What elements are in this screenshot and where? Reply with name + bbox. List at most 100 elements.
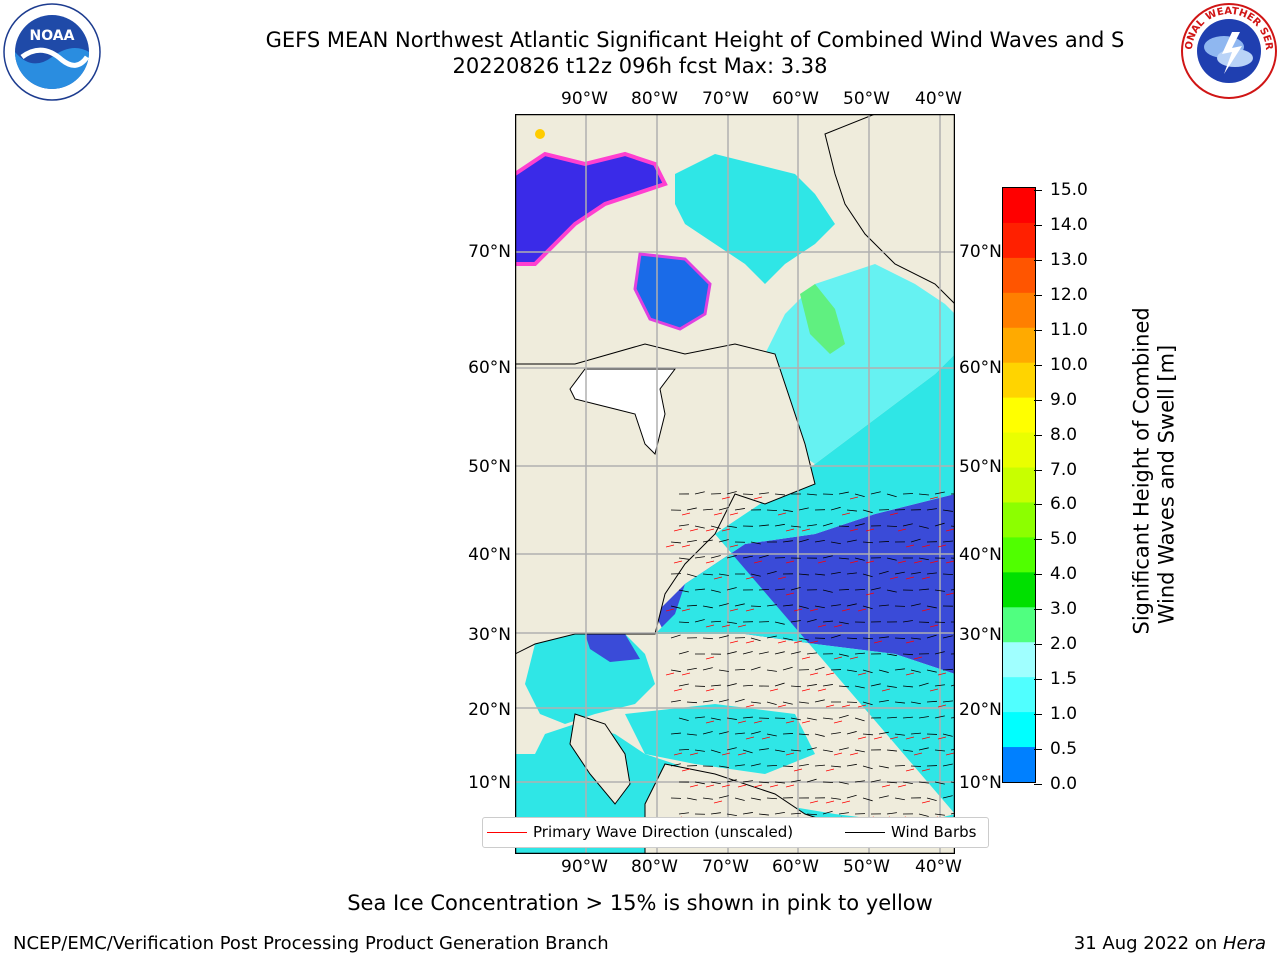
wave-direction-arrow <box>729 512 739 516</box>
wind-barb <box>830 571 841 575</box>
wind-barb <box>878 731 889 735</box>
wave-direction-arrow <box>705 528 715 532</box>
wind-barb <box>806 747 817 751</box>
wind-barb <box>918 813 929 817</box>
wind-barb <box>902 523 913 527</box>
wave-direction-arrow <box>913 656 923 660</box>
wave-direction-arrow <box>681 768 691 772</box>
colorbar-segment <box>1003 292 1035 329</box>
ocean-cyan <box>515 354 955 854</box>
wind-barb <box>886 749 897 752</box>
map-legend: Primary Wave Direction (unscaled) Wind B… <box>482 817 989 848</box>
lat-label-left-50n: 50°N <box>468 457 511 477</box>
wind-barb <box>670 732 681 735</box>
wind-barb <box>814 764 825 767</box>
wave-direction-arrow <box>745 640 755 644</box>
wave-direction-arrow <box>713 576 723 580</box>
wave-direction-arrow <box>673 560 683 564</box>
wave-direction-arrow <box>793 608 803 612</box>
colorbar-tick-label: 12.0 <box>1050 284 1088 305</box>
wind-barb <box>886 525 898 527</box>
lon-label-top-70w: 70°W <box>702 89 749 109</box>
map-panel[interactable] <box>514 113 956 855</box>
wind-barb <box>734 797 745 801</box>
colorbar-label-line-1: Significant Height of Combined <box>1129 307 1154 635</box>
wind-barb <box>862 669 873 674</box>
wind-barb <box>782 765 794 767</box>
wind-barb <box>846 539 857 543</box>
wave-direction-arrow <box>729 640 739 644</box>
wind-barb <box>838 557 849 560</box>
wind-barb <box>918 493 929 496</box>
wind-barb <box>934 621 946 623</box>
wave-direction-arrow <box>865 592 875 596</box>
wave-direction-arrow <box>841 512 851 516</box>
wind-barb <box>742 493 754 495</box>
wave-direction-arrow <box>809 640 819 644</box>
wave-direction-arrow <box>665 672 675 676</box>
wind-barb <box>878 765 889 769</box>
wave-direction-arrow <box>921 544 931 548</box>
wind-barb <box>870 491 881 495</box>
wind-barb <box>886 557 897 561</box>
wind-barb <box>806 813 818 816</box>
colorbar-tick-label: 9.0 <box>1050 389 1078 410</box>
nws-logo: NATIONAL WEATHER SERVICE <box>1176 0 1278 100</box>
wind-barb <box>870 779 881 783</box>
wind-barb <box>862 509 873 514</box>
colorbar-tick-mark <box>1034 574 1042 576</box>
wind-barb <box>886 781 897 784</box>
wind-barb <box>926 797 937 802</box>
wind-barb <box>710 525 721 529</box>
wind-barb <box>766 733 777 737</box>
wind-barb <box>710 717 721 721</box>
colorbar-segment <box>1003 677 1035 713</box>
wind-barb <box>838 747 849 751</box>
colorbar-tick-label: 8.0 <box>1050 424 1078 445</box>
wind-barb <box>878 541 890 543</box>
wind-barb <box>926 634 937 639</box>
wave-direction-arrow <box>681 608 691 612</box>
wave-direction-arrow <box>801 720 811 724</box>
wind-barb <box>934 491 945 495</box>
wind-barb <box>918 747 929 751</box>
wind-barb <box>846 794 857 799</box>
wave-direction-arrow <box>705 784 715 788</box>
wind-barb <box>950 748 955 751</box>
wind-barb <box>702 700 713 703</box>
wave-direction-arrow <box>857 704 867 708</box>
wind-barb <box>686 733 697 736</box>
lon-label-top-40w: 40°W <box>915 89 962 109</box>
wave-height-map[interactable] <box>514 113 956 855</box>
wind-barb <box>822 749 833 753</box>
wave-direction-arrow <box>737 752 747 756</box>
wind-barb <box>902 781 913 785</box>
lon-label-bottom-90w: 90°W <box>561 857 608 877</box>
wind-barb <box>862 605 873 610</box>
wind-barb <box>830 765 841 768</box>
wave-direction-arrow <box>921 608 931 612</box>
wave-direction-arrow <box>865 528 875 532</box>
wind-barb <box>910 538 921 543</box>
colorbar-segment <box>1003 432 1035 469</box>
wind-barb <box>830 604 841 607</box>
wind-barb <box>942 635 953 639</box>
wind-barb <box>862 637 874 640</box>
wind-barb <box>686 507 697 511</box>
wind-barb <box>742 749 753 754</box>
lon-label-bottom-70w: 70°W <box>702 857 749 877</box>
wind-barb <box>942 733 953 737</box>
wind-barb <box>726 587 737 591</box>
wave-direction-arrow <box>897 528 907 532</box>
hudson-ice <box>633 252 712 331</box>
wind-barb <box>702 797 713 800</box>
lat-label-left-20n: 20°N <box>468 700 511 720</box>
wind-barb <box>726 621 737 624</box>
wave-direction-arrow <box>761 736 771 740</box>
wind-barb <box>790 717 801 721</box>
wind-barb <box>838 491 849 495</box>
colorbar-tick-mark <box>1034 434 1042 436</box>
wind-barb <box>774 588 785 591</box>
wind-barb <box>838 685 849 688</box>
wind-barb <box>718 635 729 639</box>
